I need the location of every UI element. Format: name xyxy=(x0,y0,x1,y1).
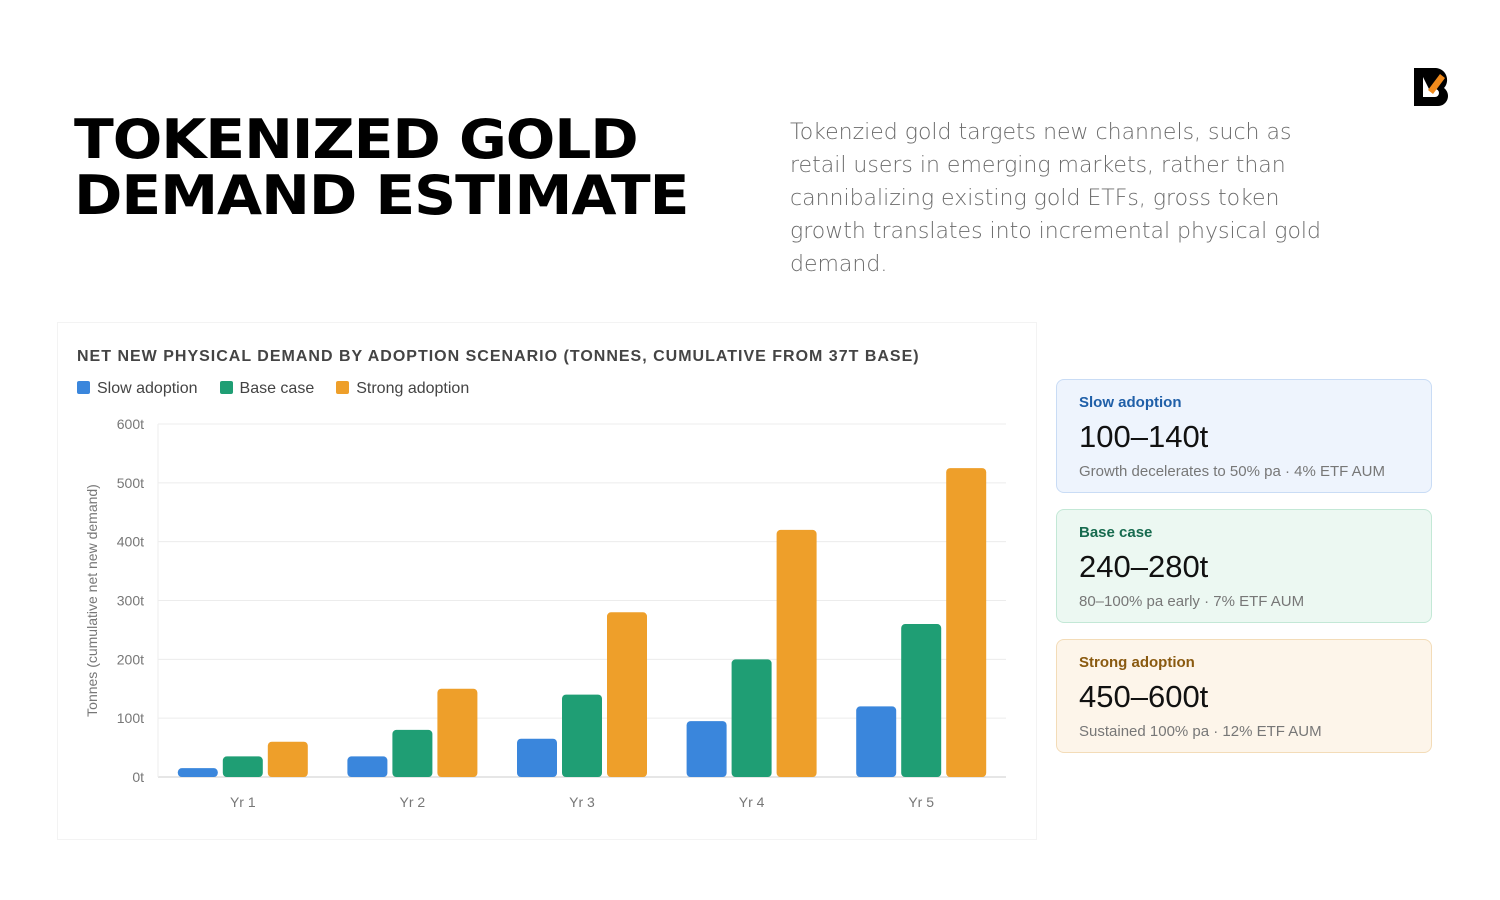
card-label: Base case xyxy=(1079,524,1153,541)
bar-strong-adoption[interactable] xyxy=(946,468,987,777)
bar-slow-adoption[interactable] xyxy=(177,768,218,777)
legend-label: Slow adoption xyxy=(97,380,198,397)
scenario-card: Base case 240–280t 80–100% pa early · 7% E… xyxy=(1056,509,1432,623)
page-title: TOKENIZED GOLD DEMAND ESTIMATE xyxy=(74,108,689,227)
y-axis-label: Tonnes (cumulative net new demand) xyxy=(84,484,100,717)
legend-swatch xyxy=(77,381,90,394)
bar-base-case[interactable] xyxy=(392,729,433,777)
bar-strong-adoption[interactable] xyxy=(437,688,478,777)
bar-strong-adoption[interactable] xyxy=(776,529,817,777)
y-tick-label: 500t xyxy=(117,475,144,491)
y-tick-label: 600t xyxy=(117,416,144,432)
y-tick-label: 400t xyxy=(117,534,144,550)
y-tick-label: 100t xyxy=(117,710,144,726)
card-subtext: Growth decelerates to 50% pa · 4% ETF AU… xyxy=(1079,463,1385,480)
x-tick-label: Yr 2 xyxy=(400,794,426,810)
scenario-card: Strong adoption 450–600t Sustained 100% pa… xyxy=(1056,639,1432,753)
bar-slow-adoption[interactable] xyxy=(517,738,557,777)
x-tick-label: Yr 1 xyxy=(230,794,256,810)
legend-label: Strong adoption xyxy=(356,380,470,397)
legend-swatch xyxy=(219,381,233,394)
card-label: Slow adoption xyxy=(1079,394,1182,411)
legend-item[interactable]: Slow adoption xyxy=(77,380,198,398)
chart-title: NET NEW PHYSICAL DEMAND BY ADOPTION SCEN… xyxy=(77,348,920,365)
card-subtext: Sustained 100% pa · 12% ETF AUM xyxy=(1079,723,1322,740)
y-tick-label: 300t xyxy=(117,593,144,609)
card-value: 240–280t xyxy=(1079,549,1209,584)
legend-swatch xyxy=(336,381,350,394)
bar-slow-adoption[interactable] xyxy=(856,706,897,777)
x-tick-label: Yr 5 xyxy=(908,794,934,810)
y-tick-label: 0t xyxy=(132,769,144,785)
bar-slow-adoption[interactable] xyxy=(347,756,388,777)
bar-slow-adoption[interactable] xyxy=(686,721,727,777)
x-tick-label: Yr 3 xyxy=(569,794,595,810)
bar-base-case[interactable] xyxy=(562,694,602,777)
legend-label: Base case xyxy=(239,380,315,397)
card-subtext: 80–100% pa early · 7% ETF AUM xyxy=(1079,593,1305,610)
bar-strong-adoption[interactable] xyxy=(607,612,647,777)
x-tick-label: Yr 4 xyxy=(739,794,765,810)
bar-base-case[interactable] xyxy=(222,756,263,777)
bar-base-case[interactable] xyxy=(731,659,772,777)
legend-item[interactable]: Base case xyxy=(219,380,315,398)
description: Tokenzied gold targets new channels, suc… xyxy=(790,120,1321,277)
legend-item[interactable]: Strong adoption xyxy=(336,380,469,398)
scenario-cards: Slow adoption 100–140t Growth decelerates … xyxy=(1056,379,1432,769)
bar-strong-adoption[interactable] xyxy=(267,741,308,777)
card-value: 100–140t xyxy=(1079,419,1209,454)
y-tick-label: 200t xyxy=(117,651,144,667)
brand-logo-icon xyxy=(1414,68,1448,106)
card-label: Strong adoption xyxy=(1079,654,1195,671)
card-value: 450–600t xyxy=(1079,679,1209,714)
bar-base-case[interactable] xyxy=(901,624,942,777)
scenario-card: Slow adoption 100–140t Growth decelerates … xyxy=(1056,379,1432,493)
chart-legend: Slow adoption Base case Strong adoption xyxy=(77,380,469,398)
